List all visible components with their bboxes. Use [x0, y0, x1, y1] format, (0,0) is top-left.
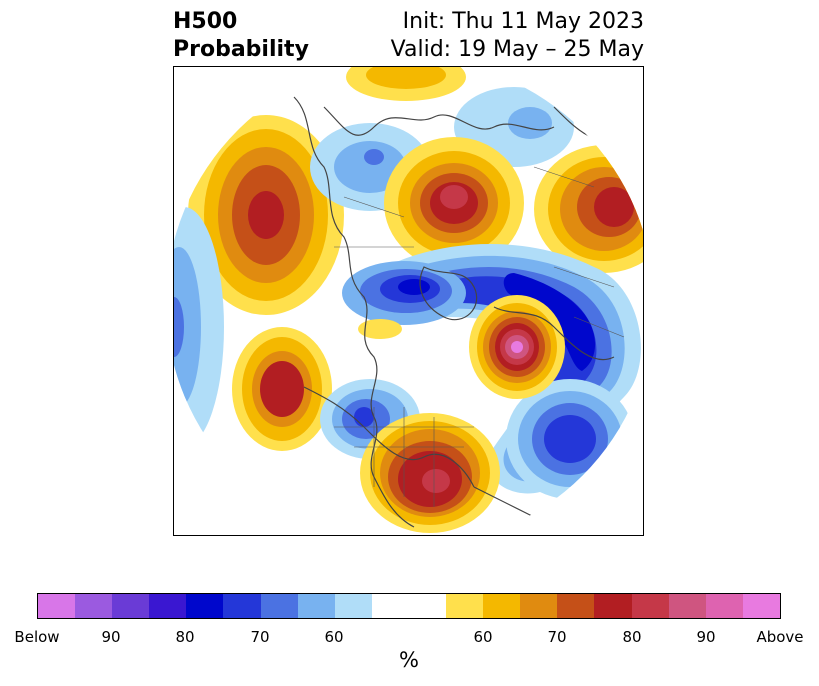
colorbar-segment: [371, 594, 447, 618]
tick-label: 80: [175, 628, 195, 646]
colorbar-segment: [260, 594, 298, 618]
colorbar-segment: [334, 594, 372, 618]
colorbar-segment: [223, 594, 261, 618]
colorbar-segment: [705, 594, 743, 618]
colorbar-segment: [742, 594, 780, 618]
colorbar-segment: [594, 594, 632, 618]
tick-label: 60: [324, 628, 344, 646]
colorbar-segment: [297, 594, 335, 618]
init-date: Init: Thu 11 May 2023: [402, 9, 644, 34]
tick-label: Above: [756, 628, 804, 646]
colorbar-segment: [446, 594, 484, 618]
colorbar-segment: [557, 594, 595, 618]
chart-title-right: Init: Thu 11 May 2023 Valid: 19 May – 25…: [391, 8, 644, 64]
tick-label: 70: [547, 628, 567, 646]
colorbar-segment: [38, 594, 76, 618]
colorbar-segment: [668, 594, 706, 618]
colorbar-segment: [112, 594, 150, 618]
colorbar-segment: [520, 594, 558, 618]
tick-label: 90: [101, 628, 121, 646]
tick-label: 60: [473, 628, 493, 646]
tick-label: 90: [696, 628, 716, 646]
colorbar: [37, 593, 781, 619]
tick-label: 70: [250, 628, 270, 646]
title-variable: H500: [173, 9, 238, 34]
title-product: Probability: [173, 37, 309, 62]
colorbar-segment: [186, 594, 224, 618]
probability-map: [174, 67, 643, 533]
colorbar-unit: %: [399, 648, 419, 672]
tick-label: Below: [14, 628, 60, 646]
colorbar-segment: [631, 594, 669, 618]
political-borders: [334, 166, 625, 507]
valid-range: Valid: 19 May – 25 May: [390, 37, 644, 62]
tick-label: 80: [622, 628, 642, 646]
colorbar-segment: [483, 594, 521, 618]
map-panel: [173, 66, 644, 536]
chart-title-left: H500 Probability: [173, 8, 309, 64]
colorbar-segment: [149, 594, 187, 618]
colorbar-segment: [75, 594, 113, 618]
probability-field: [174, 67, 643, 533]
